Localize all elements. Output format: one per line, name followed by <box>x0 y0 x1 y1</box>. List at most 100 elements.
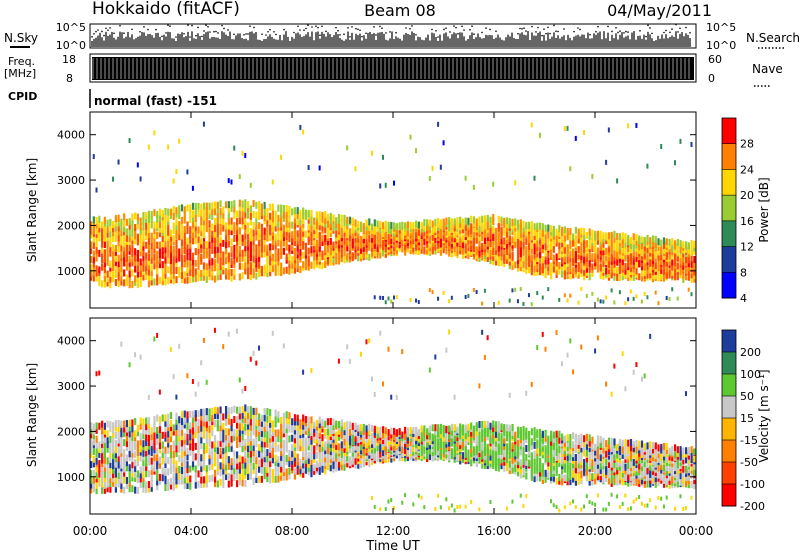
range-cell <box>527 259 531 267</box>
range-cell <box>291 463 294 471</box>
range-cell <box>247 466 250 474</box>
range-cell <box>252 210 255 218</box>
range-cell <box>238 262 241 270</box>
range-cell <box>235 227 239 235</box>
range-cell <box>431 452 434 460</box>
range-cell <box>351 455 354 463</box>
range-cell <box>103 447 106 455</box>
range-cell <box>340 250 343 258</box>
range-cell <box>387 433 390 441</box>
range-cell <box>624 240 627 248</box>
status-dot <box>311 26 313 28</box>
range-cell <box>98 266 101 274</box>
range-cell <box>134 232 137 240</box>
range-cell <box>158 461 162 469</box>
range-cell <box>266 429 269 437</box>
range-cell <box>142 228 145 236</box>
range-cell <box>299 252 302 260</box>
range-cell <box>230 217 233 225</box>
range-cell <box>147 258 151 266</box>
range-cell <box>602 240 605 248</box>
range-cell <box>572 238 575 246</box>
range-cell <box>536 262 539 270</box>
range-cell <box>304 437 308 445</box>
range-cell <box>241 272 244 280</box>
range-cell <box>293 427 297 435</box>
range-cell <box>216 240 219 248</box>
range-cell <box>101 230 104 238</box>
range-cell <box>145 434 148 442</box>
range-cell <box>406 447 409 455</box>
range-cell <box>123 439 126 447</box>
status-dot <box>481 31 483 34</box>
range-cell <box>112 422 115 430</box>
range-cell <box>621 258 624 266</box>
colorbar-segment <box>722 272 736 299</box>
range-cell <box>271 445 274 453</box>
range-cell <box>235 462 239 470</box>
range-cell <box>450 250 454 258</box>
range-cell <box>106 437 109 445</box>
range-cell <box>563 126 566 132</box>
range-cell <box>492 248 495 256</box>
range-cell <box>128 270 131 278</box>
range-cell <box>635 238 638 246</box>
range-cell <box>362 240 365 248</box>
range-cell <box>302 426 305 434</box>
range-cell <box>307 451 310 459</box>
range-cell <box>445 217 448 225</box>
range-cell <box>384 427 387 435</box>
range-cell <box>172 374 175 380</box>
range-cell <box>213 218 217 226</box>
range-cell <box>161 474 164 482</box>
range-cell <box>393 295 395 300</box>
range-cell <box>213 239 217 247</box>
range-cell <box>219 434 222 442</box>
range-cell <box>175 207 178 215</box>
range-cell <box>131 485 134 493</box>
range-cell <box>131 446 134 454</box>
status-dot <box>645 35 647 38</box>
range-cell <box>362 447 365 455</box>
range-cell <box>442 140 445 146</box>
range-cell <box>500 232 503 240</box>
status-dot <box>535 31 537 33</box>
range-cell <box>238 227 241 235</box>
range-cell <box>381 295 384 300</box>
range-cell <box>142 453 145 461</box>
range-cell <box>106 485 109 493</box>
range-cell <box>164 419 167 427</box>
range-cell <box>538 249 542 257</box>
range-cell <box>219 411 222 419</box>
status-dot <box>351 26 353 28</box>
range-cell <box>238 466 241 474</box>
range-cell <box>280 453 283 461</box>
range-cell <box>456 245 459 253</box>
range-cell <box>224 445 228 453</box>
range-cell <box>230 479 233 487</box>
range-cell <box>208 414 211 422</box>
range-cell <box>142 243 145 251</box>
range-cell <box>169 429 173 437</box>
range-cell <box>514 238 517 246</box>
range-cell <box>525 238 528 246</box>
range-cell <box>213 235 217 243</box>
status-dot <box>543 28 545 30</box>
range-cell <box>117 425 120 433</box>
range-cell <box>585 231 589 239</box>
range-cell <box>120 485 123 493</box>
range-cell <box>282 412 286 420</box>
range-cell <box>208 451 211 459</box>
range-cell <box>464 228 467 236</box>
range-cell <box>423 229 426 237</box>
range-cell <box>106 219 109 227</box>
range-cell <box>346 434 349 442</box>
range-cell <box>307 421 310 429</box>
range-cell <box>585 265 589 273</box>
range-cell <box>158 246 162 254</box>
range-cell <box>216 468 219 476</box>
range-cell <box>200 476 203 484</box>
range-cell <box>492 214 495 222</box>
range-cell <box>139 417 142 425</box>
range-cell <box>175 434 178 442</box>
